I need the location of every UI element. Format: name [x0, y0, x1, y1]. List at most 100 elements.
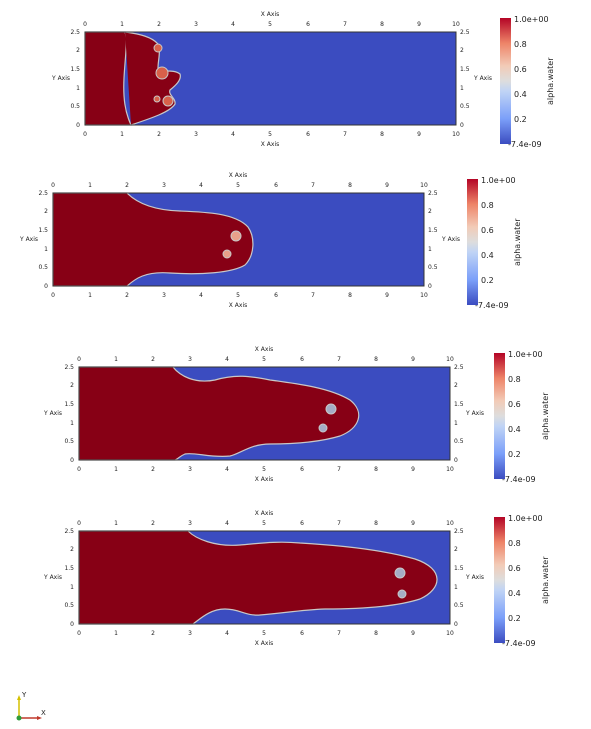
water-region	[52, 192, 254, 287]
svg-text:0.4: 0.4	[508, 425, 521, 434]
svg-text:2: 2	[125, 182, 129, 189]
svg-text:alpha.water: alpha.water	[541, 556, 550, 604]
svg-text:0: 0	[77, 630, 81, 637]
svg-text:2: 2	[151, 630, 155, 637]
svg-text:9: 9	[411, 356, 415, 363]
svg-text:4: 4	[231, 131, 235, 138]
svg-text:0.2: 0.2	[481, 276, 494, 285]
svg-text:2: 2	[460, 47, 464, 54]
svg-text:3: 3	[162, 182, 166, 189]
svg-text:0.5: 0.5	[64, 438, 74, 445]
svg-text:2: 2	[454, 546, 458, 553]
plot-area	[84, 31, 456, 126]
svg-text:8: 8	[348, 182, 352, 189]
svg-text:7: 7	[343, 21, 347, 28]
svg-text:0.5: 0.5	[460, 103, 470, 110]
svg-text:2.5: 2.5	[460, 29, 470, 36]
x-ticks: 0 1 2 3 4 5 6 7 8 9 10 0 1 2 3 4 5 6 7 8…	[51, 172, 428, 309]
svg-text:1: 1	[70, 584, 74, 591]
x-ticks: 0 1 2 3 4 5 6 7 8 9 10 0 1 2 3 4 5 6 7 8…	[83, 11, 460, 148]
svg-text:2.5: 2.5	[70, 29, 80, 36]
svg-text:0: 0	[51, 292, 55, 299]
svg-text:2.5: 2.5	[38, 190, 48, 197]
svg-text:X Axis: X Axis	[229, 172, 247, 179]
svg-text:5: 5	[268, 131, 272, 138]
svg-text:8: 8	[380, 131, 384, 138]
plot-area	[78, 366, 450, 461]
svg-text:3: 3	[188, 520, 192, 527]
svg-text:1: 1	[70, 420, 74, 427]
svg-text:9: 9	[417, 131, 421, 138]
svg-text:8: 8	[380, 21, 384, 28]
axis-y-label: Y	[21, 691, 27, 699]
svg-text:X Axis: X Axis	[255, 476, 273, 483]
svg-text:1: 1	[88, 292, 92, 299]
svg-text:8: 8	[348, 292, 352, 299]
svg-text:0.8: 0.8	[508, 375, 521, 384]
svg-text:1.5: 1.5	[70, 66, 80, 73]
svg-text:3: 3	[162, 292, 166, 299]
svg-text:1.0e+00: 1.0e+00	[481, 176, 516, 185]
svg-text:2: 2	[151, 466, 155, 473]
svg-text:1: 1	[114, 630, 118, 637]
svg-text:1: 1	[120, 131, 124, 138]
svg-text:7: 7	[337, 356, 341, 363]
svg-text:10: 10	[446, 520, 454, 527]
svg-text:0.2: 0.2	[508, 450, 521, 459]
water-region	[84, 31, 132, 126]
svg-text:10: 10	[420, 292, 428, 299]
svg-text:0: 0	[428, 283, 432, 290]
colorbar-min: -7.4e-09	[508, 140, 542, 149]
svg-text:2.5: 2.5	[454, 364, 464, 371]
svg-text:9: 9	[417, 21, 421, 28]
svg-text:6: 6	[306, 21, 310, 28]
svg-text:1.5: 1.5	[428, 227, 438, 234]
svg-text:Y Axis: Y Axis	[465, 574, 484, 581]
x-ticks: 0 1 2 3 4 5 6 7 8 9 10 0 1 2 3 4 5 6 7 8…	[77, 346, 454, 483]
svg-text:1.5: 1.5	[64, 401, 74, 408]
svg-text:6: 6	[274, 292, 278, 299]
svg-text:0.4: 0.4	[514, 90, 527, 99]
svg-text:9: 9	[411, 520, 415, 527]
svg-text:X Axis: X Axis	[255, 346, 273, 353]
svg-text:8: 8	[374, 630, 378, 637]
svg-text:10: 10	[452, 21, 460, 28]
svg-text:0.5: 0.5	[38, 264, 48, 271]
colorbar: 1.0e+00 0.8 0.6 0.4 0.2 -7.4e-09 alpha.w…	[494, 350, 550, 484]
svg-text:0: 0	[70, 457, 74, 464]
svg-text:1: 1	[114, 466, 118, 473]
svg-text:1: 1	[88, 182, 92, 189]
svg-text:7: 7	[343, 131, 347, 138]
svg-text:0: 0	[44, 283, 48, 290]
svg-text:9: 9	[411, 630, 415, 637]
svg-text:9: 9	[411, 466, 415, 473]
svg-text:0.2: 0.2	[508, 614, 521, 623]
svg-text:0.4: 0.4	[481, 251, 494, 260]
y-ticks: 0 0.5 1 1.5 2 2.5 0 0.5 1 1.5 2 2.5 Y Ax…	[43, 528, 484, 628]
svg-text:1: 1	[120, 21, 124, 28]
svg-text:Y Axis: Y Axis	[19, 236, 38, 243]
colorbar-title: alpha.water	[546, 57, 555, 105]
colorbar: 1.0e+00 0.8 0.6 0.4 0.2 -7.4e-09 alpha.w…	[467, 176, 522, 310]
svg-text:1.5: 1.5	[38, 227, 48, 234]
svg-text:1.5: 1.5	[454, 401, 464, 408]
panel-4: 0 1 2 3 4 5 6 7 8 9 10 0 1 2 3 4 5 6 7 8…	[43, 510, 550, 648]
colorbar-max: 1.0e+00	[514, 15, 549, 24]
svg-text:3: 3	[188, 466, 192, 473]
svg-text:0: 0	[51, 182, 55, 189]
svg-text:2: 2	[151, 356, 155, 363]
colorbar: 1.0e+00 0.8 0.6 0.4 0.2 -7.4e-09 alpha.w…	[500, 15, 555, 149]
svg-text:0.5: 0.5	[64, 602, 74, 609]
svg-text:Y Axis: Y Axis	[465, 410, 484, 417]
svg-text:1.5: 1.5	[454, 565, 464, 572]
svg-text:2: 2	[70, 382, 74, 389]
svg-text:-7.4e-09: -7.4e-09	[475, 301, 509, 310]
svg-text:alpha.water: alpha.water	[513, 218, 522, 266]
svg-text:4: 4	[199, 182, 203, 189]
svg-text:0: 0	[460, 122, 464, 129]
svg-text:1: 1	[114, 520, 118, 527]
y-axis-label-right: Y Axis	[473, 75, 492, 82]
svg-text:X Axis: X Axis	[255, 640, 273, 647]
svg-text:1: 1	[428, 246, 432, 253]
svg-text:1: 1	[460, 85, 464, 92]
